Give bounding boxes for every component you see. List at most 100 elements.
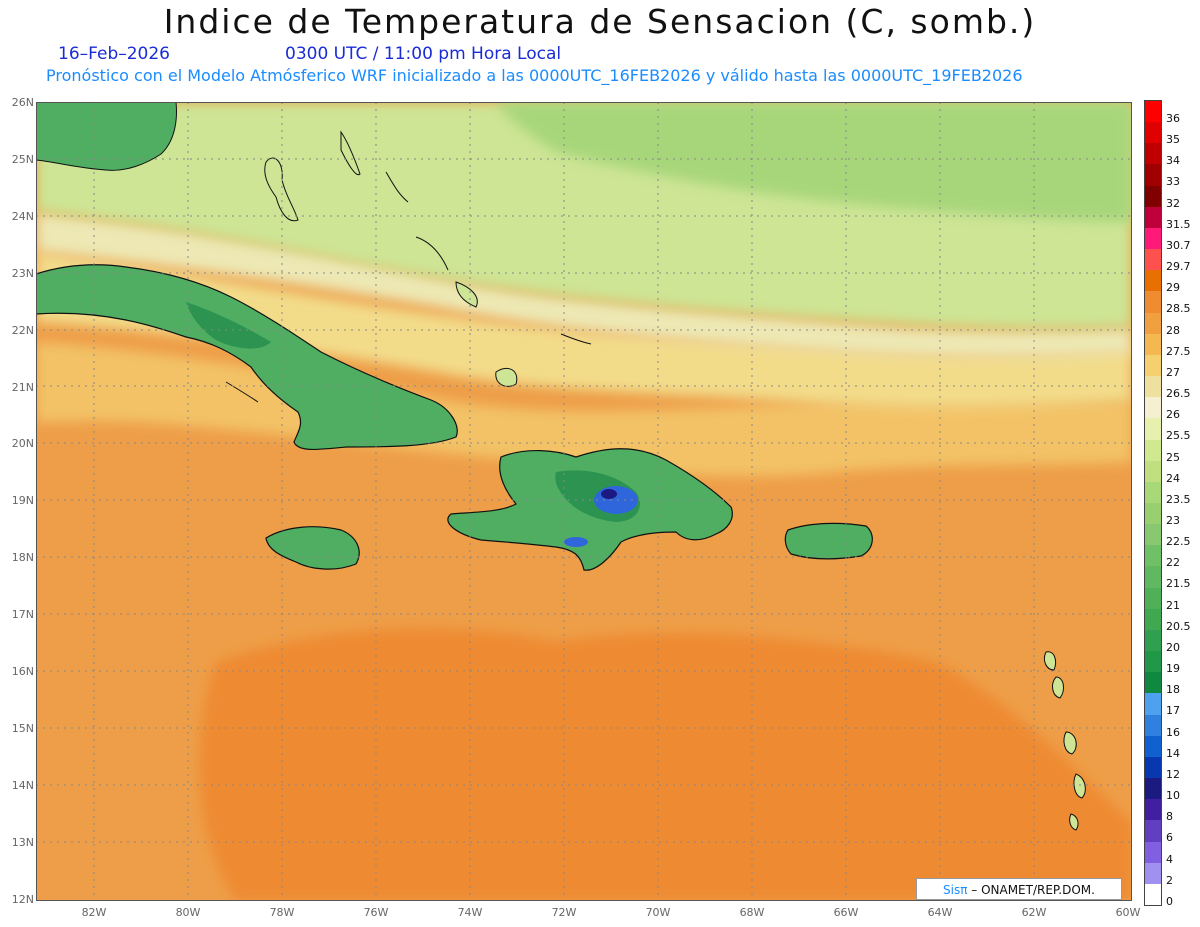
map-frame: [36, 102, 1132, 901]
colorbar-label: 27: [1166, 365, 1180, 379]
colorbar-label: 26.5: [1166, 387, 1191, 401]
colorbar-label: 20: [1166, 640, 1180, 654]
colorbar: [1144, 100, 1162, 906]
colorbar-swatch: [1145, 799, 1161, 821]
lon-label: 60W: [1115, 906, 1141, 919]
colorbar-swatch: [1145, 778, 1161, 800]
colorbar-label: 10: [1166, 789, 1180, 803]
colorbar-label: 20.5: [1166, 619, 1191, 633]
lat-label: 24N: [11, 209, 34, 223]
colorbar-label: 32: [1166, 196, 1180, 210]
lat-label: 21N: [11, 380, 34, 394]
colorbar-swatch: [1145, 524, 1161, 546]
colorbar-label: 28: [1166, 323, 1180, 337]
lat-label: 25N: [11, 152, 34, 166]
colorbar-swatch: [1145, 503, 1161, 525]
colorbar-label: 34: [1166, 154, 1180, 168]
lat-label: 16N: [11, 665, 34, 678]
colorbar-label: 16: [1166, 725, 1180, 739]
colorbar-label: 33: [1166, 175, 1180, 189]
colorbar-label: 29.7: [1166, 260, 1191, 274]
colorbar-swatch: [1145, 714, 1161, 737]
colorbar-label: 29: [1166, 281, 1180, 295]
colorbar-label: 6: [1166, 831, 1173, 845]
colorbar-label: 22: [1166, 556, 1180, 570]
credit-text: – ONAMET/REP.DOM.: [967, 883, 1095, 897]
colorbar-swatch: [1145, 249, 1161, 271]
jamaica-land: [265, 526, 360, 570]
map-title: Indice de Temperatura de Sensacion (C, s…: [163, 2, 1037, 41]
lat-label: 23N: [11, 266, 34, 280]
colorbar-swatch: [1145, 672, 1161, 694]
sierra-bahoruco-cold: [564, 537, 588, 547]
colorbar-swatch: [1145, 756, 1161, 779]
sea-hot-region: [199, 628, 1132, 901]
colorbar-label: 22.5: [1166, 535, 1191, 549]
colorbar-label: 18: [1166, 683, 1180, 697]
colorbar-label: 23.5: [1166, 492, 1191, 506]
lon-label: 80W: [175, 906, 201, 919]
colorbar-label: 30.7: [1166, 238, 1191, 252]
colorbar-swatch: [1145, 439, 1161, 462]
colorbar-swatch: [1145, 608, 1161, 631]
lon-label: 72W: [551, 906, 577, 919]
temperature-map: [36, 102, 1132, 901]
lon-label: 70W: [645, 906, 671, 919]
pico-duarte-coldest: [601, 489, 617, 499]
colorbar-swatch: [1145, 227, 1161, 250]
colorbar-swatch: [1145, 291, 1161, 314]
valid-time: 0300 UTC / 11:00 pm Hora Local: [285, 44, 562, 64]
colorbar-swatch: [1145, 122, 1161, 144]
lon-label: 78W: [269, 906, 295, 919]
far-north-green: [496, 102, 1132, 222]
colorbar-swatch: [1145, 418, 1161, 441]
colorbar-label: 31.5: [1166, 217, 1191, 231]
credit-box: Sisπ – ONAMET/REP.DOM.: [916, 878, 1122, 900]
colorbar-label: 25.5: [1166, 429, 1191, 443]
lon-label: 68W: [739, 906, 765, 919]
colorbar-swatch: [1145, 397, 1161, 419]
lat-label: 20N: [11, 437, 34, 451]
colorbar-swatch: [1145, 841, 1161, 864]
north-pale-band: [36, 212, 1132, 359]
colorbar-label: 4: [1166, 852, 1173, 866]
lat-label: 19N: [11, 494, 34, 508]
lon-label: 74W: [457, 906, 483, 919]
colorbar-label: 0: [1166, 894, 1173, 908]
colorbar-label: 24: [1166, 471, 1180, 485]
colorbar-label: 25: [1166, 450, 1180, 464]
colorbar-label: 21.5: [1166, 577, 1191, 591]
colorbar-swatch: [1145, 143, 1161, 165]
colorbar-swatch: [1145, 545, 1161, 567]
small-islands: [225, 130, 1086, 831]
credit-brand: Sisπ: [943, 883, 968, 897]
sea-cool-band: [36, 252, 1132, 408]
colorbar-label: 35: [1166, 133, 1180, 147]
puerto-rico-land: [784, 522, 873, 560]
colorbar-swatch: [1145, 270, 1161, 292]
colorbar-label: 27.5: [1166, 344, 1191, 358]
colorbar-swatch: [1145, 376, 1161, 398]
lat-label: 18N: [11, 551, 34, 565]
colorbar-swatch: [1145, 101, 1161, 123]
colorbar-label: 36: [1166, 112, 1180, 125]
colorbar-swatch: [1145, 883, 1161, 906]
florida-land: [36, 102, 177, 171]
colorbar-label: 28.5: [1166, 302, 1191, 316]
colorbar-label: 19: [1166, 662, 1180, 676]
lat-label: 15N: [11, 721, 34, 735]
colorbar-swatch: [1145, 629, 1161, 652]
lat-label: 22N: [11, 323, 34, 337]
colorbar-swatch: [1145, 587, 1161, 610]
colorbar-swatch: [1145, 333, 1161, 356]
colorbar-label: 21: [1166, 598, 1180, 612]
lat-label: 13N: [11, 835, 34, 849]
lat-label: 17N: [11, 608, 34, 622]
forecast-info: Pronóstico con el Modelo Atmósferico WRF…: [46, 66, 1023, 85]
colorbar-label: 26: [1166, 408, 1180, 422]
colorbar-label: 12: [1166, 767, 1180, 781]
colorbar-swatch: [1145, 566, 1161, 589]
colorbar-swatch: [1145, 651, 1161, 673]
cuba-land: [36, 264, 458, 450]
sea-mild-band: [36, 342, 1132, 477]
